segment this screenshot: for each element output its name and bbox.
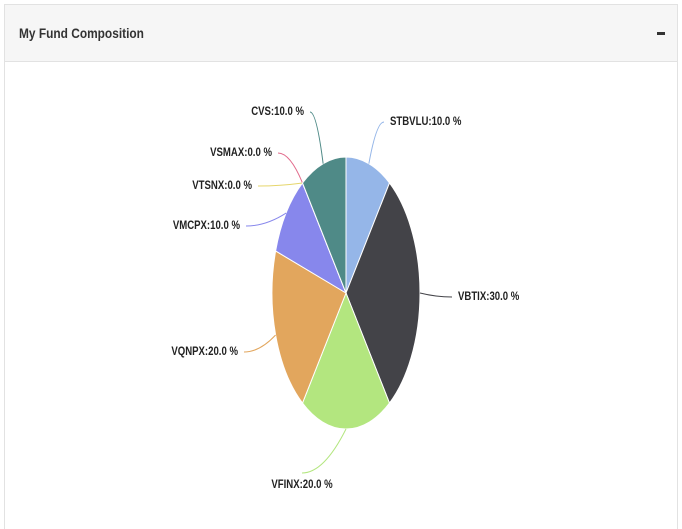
label-connector: [368, 121, 385, 164]
collapse-button[interactable]: [657, 32, 665, 35]
pie-slice: [301, 291, 391, 430]
label-connector: [419, 292, 453, 298]
data-label: CVS:10.0 %: [251, 105, 304, 118]
panel-title: My Fund Composition: [19, 25, 144, 41]
label-connector: [257, 182, 303, 187]
data-label: VQNPX:20.0 %: [171, 345, 238, 358]
data-label: VMCPX:10.0 %: [173, 219, 240, 232]
data-label: VSMAX:0.0 %: [210, 146, 272, 159]
data-label: STBVLU:10.0 %: [390, 115, 462, 128]
label-connector: [309, 111, 324, 164]
panel-header: My Fund Composition: [4, 4, 678, 62]
data-label: VFINX:20.0 %: [271, 478, 333, 491]
label-connector: [277, 152, 303, 184]
pie-slice: [301, 156, 347, 294]
pie-slice: [271, 250, 347, 405]
label-connector: [245, 212, 287, 227]
data-label: VBTIX:30.0 %: [458, 290, 520, 303]
pie-slice: [345, 181, 421, 405]
panel-body: [4, 62, 678, 529]
label-connector: [243, 334, 276, 353]
data-label: VTSNX:0.0 %: [192, 179, 252, 192]
label-connector: [301, 428, 347, 474]
pie-slice: [345, 156, 391, 294]
pie-slice: [275, 181, 348, 295]
